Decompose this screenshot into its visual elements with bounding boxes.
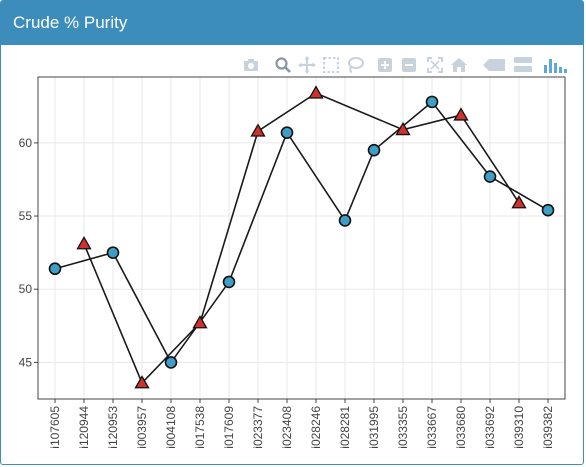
y-tick-label: 45 [19, 355, 33, 369]
circle-marker [367, 143, 381, 157]
triangle-marker [192, 315, 208, 329]
x-axis-ticks: i107605 i120944 i120953 i003957 i004108 i0175… [48, 399, 555, 449]
zoom-icon[interactable] [274, 56, 292, 74]
y-tick-label: 60 [19, 136, 33, 150]
triangle-marker [453, 107, 469, 121]
circle-marker [164, 356, 178, 369]
autoscale-icon[interactable] [426, 56, 444, 74]
hover-compare-icon[interactable] [512, 56, 534, 74]
circle-marker [280, 126, 294, 139]
circle-marker [338, 214, 352, 227]
series-line [54, 100, 549, 364]
series-lines [54, 92, 549, 385]
camera-icon[interactable] [242, 56, 260, 74]
x-tick-label: i107605 [48, 406, 62, 449]
x-tick-label: i003957 [135, 406, 149, 449]
box-select-icon[interactable] [322, 56, 340, 74]
reset-axes-icon[interactable] [450, 56, 468, 74]
triangle-marker [395, 121, 411, 136]
zoom-out-icon[interactable] [400, 56, 418, 74]
circle-marker [106, 246, 120, 259]
circle-marker [483, 170, 497, 183]
triangle-marker [308, 85, 324, 99]
x-tick-label: i023377 [251, 406, 265, 449]
triangle-marker [134, 375, 150, 389]
triangle-marker [76, 236, 92, 250]
x-tick-label: i028246 [309, 406, 323, 449]
x-tick-label: i033692 [483, 406, 497, 449]
series-markers [48, 85, 555, 389]
lasso-icon[interactable] [346, 56, 364, 74]
y-tick-label: 50 [19, 282, 33, 296]
x-tick-label: i033355 [396, 406, 410, 449]
x-tick-label: i039310 [512, 406, 526, 449]
x-tick-label: i033680 [454, 406, 468, 449]
x-tick-label: i120953 [106, 406, 120, 449]
circle-marker [48, 262, 62, 276]
x-tick-label: i017538 [193, 406, 207, 449]
series-line [83, 92, 520, 385]
zoom-in-icon[interactable] [376, 56, 394, 74]
circle-marker [222, 275, 236, 289]
pan-icon[interactable] [298, 56, 316, 74]
x-tick-label: i033667 [425, 406, 439, 449]
x-tick-label: i028281 [338, 406, 352, 449]
hover-closest-icon[interactable] [482, 56, 506, 74]
x-tick-label: i039382 [541, 406, 555, 449]
x-tick-label: i031995 [367, 406, 381, 449]
chart-grid [38, 77, 565, 399]
circle-marker [541, 203, 555, 217]
plot-area-frame [37, 76, 566, 400]
x-tick-label: i017609 [222, 406, 236, 449]
panel-title: Crude % Purity [1, 1, 583, 45]
circle-marker [425, 95, 439, 109]
x-tick-label: i120944 [77, 406, 91, 449]
x-tick-label: i004108 [164, 406, 178, 449]
plotly-logo-icon[interactable] [542, 56, 568, 74]
y-axis-ticks: 45 50 55 60 [19, 136, 38, 369]
triangle-marker [511, 195, 527, 209]
x-tick-label: i023408 [280, 406, 294, 449]
triangle-marker [250, 123, 266, 137]
y-tick-label: 55 [19, 209, 33, 223]
